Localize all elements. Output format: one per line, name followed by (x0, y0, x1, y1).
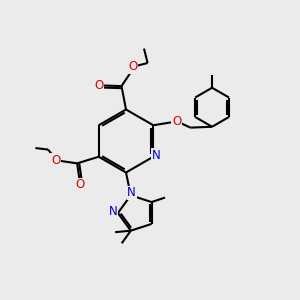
Text: O: O (94, 79, 103, 92)
Text: N: N (109, 205, 118, 218)
Text: O: O (128, 60, 137, 74)
Text: N: N (152, 149, 161, 162)
Text: O: O (76, 178, 85, 191)
Text: O: O (51, 154, 60, 167)
Text: N: N (127, 186, 136, 200)
Text: O: O (172, 115, 181, 128)
